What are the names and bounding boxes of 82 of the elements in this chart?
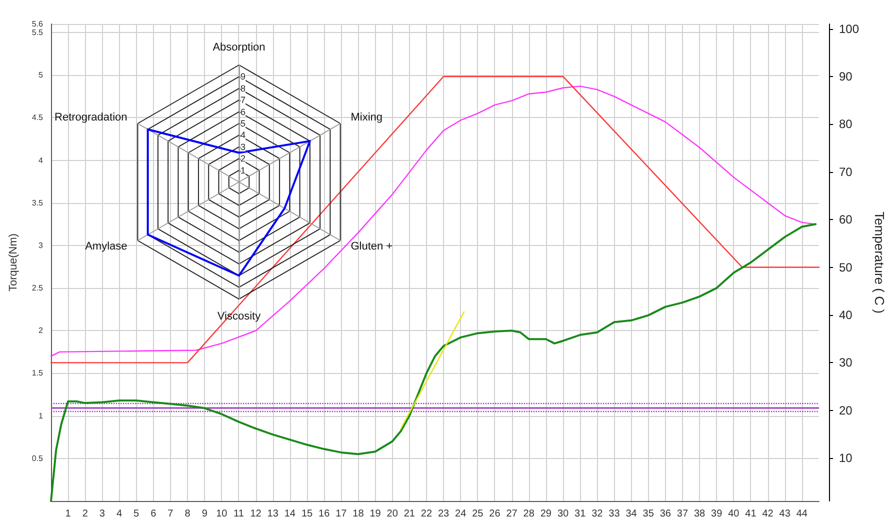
spoke-label: Mixing <box>350 112 383 124</box>
y-tick-label: 3 <box>38 240 44 250</box>
y-tick-label: 1.5 <box>32 368 44 378</box>
x-tick-label: 20 <box>386 508 398 520</box>
y-tick-label: 1 <box>38 411 44 420</box>
x-tick-label: 1 <box>65 508 72 520</box>
y2-tick-label: 60 <box>839 212 853 227</box>
line-series <box>50 223 817 502</box>
x-tick-label: 12 <box>250 508 262 520</box>
x-tick-label: 38 <box>694 508 706 520</box>
x-tick-label: 7 <box>168 508 174 520</box>
y-tick-label: 6 <box>240 106 246 117</box>
x-tick-label: 44 <box>796 508 808 520</box>
y2-tick-label: 10 <box>839 451 853 466</box>
x-tick-label: 4 <box>116 508 122 520</box>
x-tick-label: 34 <box>626 508 638 520</box>
y2-tick-label: 80 <box>839 117 853 132</box>
x-tick-label: 36 <box>660 508 672 520</box>
spoke-label: Gluten + <box>350 240 393 252</box>
x-tick-label: 11 <box>234 508 244 520</box>
y-axis-title: Torque(Nm) <box>8 233 20 292</box>
x-tick-label: 30 <box>557 508 569 520</box>
y-tick-label: 4 <box>38 156 44 165</box>
y-tick-label: 2 <box>38 326 44 336</box>
x-tick-label: 17 <box>336 508 348 520</box>
y2-tick-label: 90 <box>839 69 853 84</box>
x-tick-label: 2 <box>82 508 88 520</box>
x-tick-label: 26 <box>489 508 501 520</box>
x-tick-label: 41 <box>745 508 757 520</box>
x-tick-label: 23 <box>438 508 450 520</box>
x-tick-label: 28 <box>523 508 535 520</box>
x-tick-label: 3 <box>99 508 106 520</box>
y-tick-label: 5 <box>38 70 44 80</box>
y-tick-label: 3.5 <box>32 198 44 208</box>
y-tick-label: 5 <box>240 118 246 128</box>
y2-tick-label: 40 <box>839 308 853 322</box>
x-tick-label: 8 <box>184 508 191 520</box>
x-tick-label: 39 <box>711 508 723 520</box>
x-tick-label: 19 <box>370 508 382 520</box>
y-tick-label: 3 <box>240 142 246 152</box>
x-tick-label: 9 <box>202 508 208 520</box>
y-tick-label: 7 <box>240 95 246 106</box>
y2-tick-label: 30 <box>839 356 853 370</box>
y2-tick-label: 100 <box>839 22 860 36</box>
x-tick-label: 13 <box>267 508 279 520</box>
spoke-label: Retrogradation <box>54 112 128 124</box>
x-tick-label: 15 <box>301 508 313 520</box>
x-tick-label: 27 <box>506 508 518 520</box>
y2-tick-label: 70 <box>839 164 853 179</box>
y-tick-label: 2 <box>240 154 246 164</box>
y-tick-label: 8 <box>240 83 246 94</box>
y-tick-label: 4.5 <box>32 113 44 122</box>
y-tick-label: 9 <box>240 72 246 82</box>
x-tick-label: 42 <box>762 508 774 520</box>
y2-tick-label: 50 <box>839 260 853 274</box>
x-tick-label: 33 <box>608 508 620 520</box>
x-tick-label: 22 <box>420 508 432 520</box>
x-tick-label: 16 <box>318 508 330 520</box>
x-tick-label: 21 <box>404 508 416 520</box>
y-tick-label: 5.5 <box>32 28 44 38</box>
y-tick-label: 2.5 <box>32 284 44 293</box>
x-tick-label: 37 <box>676 508 688 520</box>
y-tick-label: 4 <box>240 130 246 140</box>
y-tick-label: 0.5 <box>32 454 44 463</box>
x-tick-label: 14 <box>284 508 296 520</box>
y2-axis-title: Temperature ( C ) <box>872 212 887 314</box>
x-tick-label: 43 <box>779 508 791 520</box>
x-tick-label: 18 <box>352 508 364 520</box>
x-tick-label: 35 <box>642 508 654 520</box>
x-tick-label: 6 <box>150 508 157 520</box>
y-tick-label: 5.6 <box>32 20 44 28</box>
x-tick-label: 31 <box>574 508 586 520</box>
x-tick-label: 32 <box>592 508 604 520</box>
x-tick-label: 29 <box>540 508 552 520</box>
x-tick-label: 25 <box>472 508 484 520</box>
x-tick-label: 24 <box>455 508 467 520</box>
spoke-label: Amylase <box>85 240 128 252</box>
x-tick-label: 10 <box>216 508 228 520</box>
x-tick-label: 5 <box>134 508 140 520</box>
y2-tick-label: 20 <box>839 403 853 418</box>
x-tick-label: 40 <box>728 508 740 520</box>
spoke-label: Absorption <box>212 42 266 54</box>
